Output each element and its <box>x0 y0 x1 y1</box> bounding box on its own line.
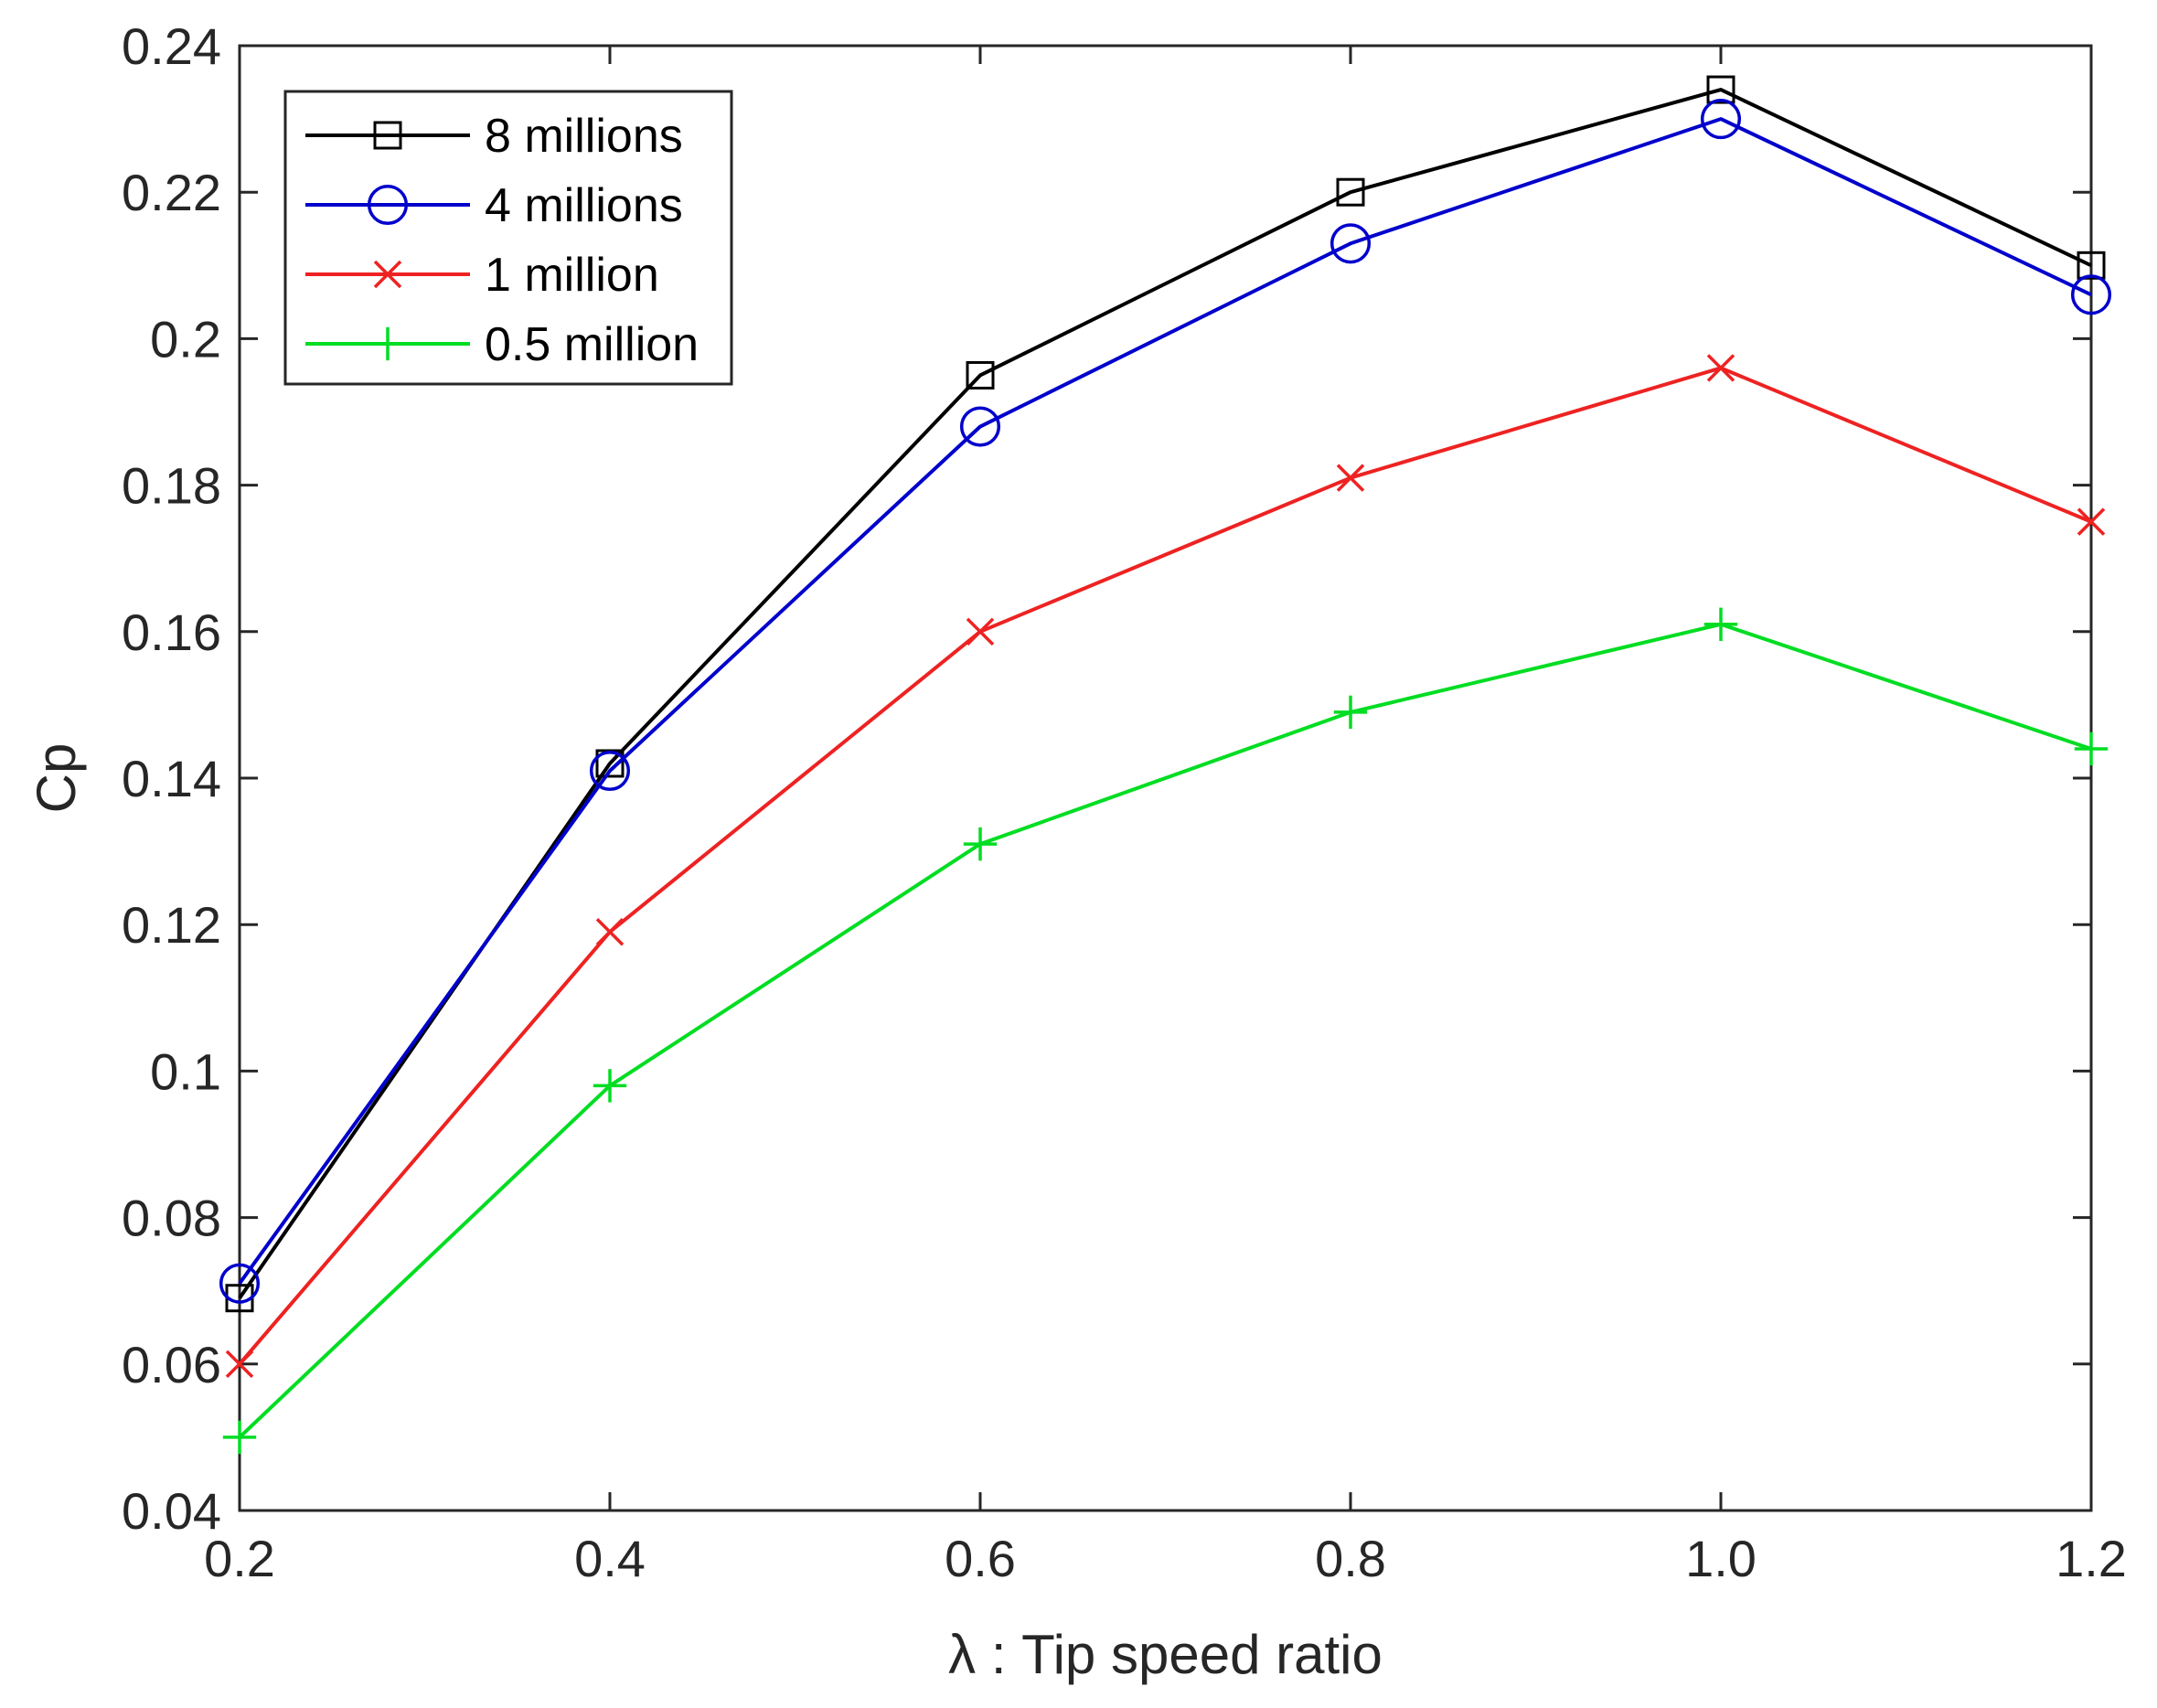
x-axis-label: λ : Tip speed ratio <box>948 1624 1383 1685</box>
series-layer <box>219 75 2112 1455</box>
plus-marker <box>1333 695 1368 730</box>
y-tick-label: 0.16 <box>122 603 221 661</box>
x-marker <box>1706 354 1735 382</box>
square-marker <box>1706 75 1735 104</box>
plus-marker <box>963 827 998 861</box>
x-marker-stroke <box>966 617 995 646</box>
data-point <box>1703 607 1738 641</box>
y-tick-label: 0.14 <box>122 750 221 807</box>
y-axis: 0.04 0.06 0.08 0.1 0.12 0.14 0.16 0.18 0.2 0.22 0.… <box>122 17 2091 1540</box>
x-marker <box>966 617 995 646</box>
legend-item: 8 millions <box>305 110 683 163</box>
plus-marker <box>370 326 405 361</box>
x-marker-stroke <box>1336 464 1365 492</box>
data-point <box>593 1069 627 1103</box>
data-point <box>1706 354 1735 382</box>
x-tick-label: 0.2 <box>204 1530 275 1587</box>
x-tick-label: 0.8 <box>1315 1530 1386 1587</box>
plus-marker <box>1703 607 1738 641</box>
y-tick-label: 0.06 <box>122 1336 221 1393</box>
data-point <box>2074 731 2109 766</box>
circle-marker <box>2070 274 2112 315</box>
legend-item: 0.5 million <box>305 318 699 371</box>
legend: 8 millions 4 millions 1 million 0.5 million <box>283 90 733 386</box>
plus-marker <box>593 1069 627 1103</box>
x-marker <box>225 1350 254 1379</box>
y-tick-label: 0.08 <box>122 1190 221 1247</box>
y-tick-label: 0.22 <box>122 164 221 221</box>
legend-box <box>283 90 733 386</box>
x-marker-stroke <box>225 1350 254 1379</box>
legend-label: 0.5 million <box>485 318 699 371</box>
plus-marker <box>2074 731 2109 766</box>
circle-marker <box>367 184 409 226</box>
data-point <box>1336 177 1365 207</box>
data-point <box>966 360 995 390</box>
data-point <box>966 617 995 646</box>
y-axis-label: Cp <box>26 743 87 814</box>
series-x <box>225 354 2106 1379</box>
series-line <box>238 622 2092 1439</box>
data-point <box>2077 251 2106 280</box>
legend-item: 4 millions <box>305 179 683 232</box>
x-marker-stroke <box>595 917 625 946</box>
y-tick-label: 0.18 <box>122 457 221 515</box>
data-point <box>963 827 998 861</box>
x-tick-label: 1.0 <box>1685 1530 1757 1587</box>
data-point <box>222 1420 257 1455</box>
x-tick-label: 0.4 <box>574 1530 646 1587</box>
data-point <box>219 1263 261 1304</box>
legend-label: 4 millions <box>485 179 683 232</box>
data-point <box>1333 695 1368 730</box>
plus-marker <box>222 1420 257 1455</box>
circle-marker <box>219 1263 261 1304</box>
data-point <box>1329 223 1372 264</box>
series-line <box>238 88 2092 1299</box>
x-marker <box>373 260 402 289</box>
data-point <box>2070 274 2112 315</box>
x-axis: 0.2 0.4 0.6 0.8 1.0 1.2 <box>204 46 2127 1587</box>
series-circle <box>219 99 2112 1304</box>
series-line <box>238 366 2092 1366</box>
x-marker-stroke <box>2077 507 2106 536</box>
x-marker <box>2077 507 2106 536</box>
circle-marker <box>1329 223 1372 264</box>
circle-marker <box>1700 99 1742 140</box>
y-tick-label: 0.04 <box>122 1482 221 1540</box>
data-point <box>225 1350 254 1379</box>
legend-label: 8 millions <box>485 110 683 163</box>
y-tick-label: 0.12 <box>122 896 221 954</box>
x-tick-label: 0.6 <box>945 1530 1016 1587</box>
x-marker <box>1336 464 1365 492</box>
square-marker <box>2077 251 2106 280</box>
square-marker <box>373 121 402 150</box>
y-tick-label: 0.2 <box>150 310 221 368</box>
x-tick-label: 1.2 <box>2056 1530 2127 1587</box>
x-marker-stroke <box>1706 354 1735 382</box>
series-line <box>238 117 2092 1285</box>
legend-item: 1 million <box>305 249 659 302</box>
circle-marker <box>959 406 1001 447</box>
square-marker <box>1336 177 1365 207</box>
circle-marker <box>589 750 631 792</box>
data-point <box>589 750 631 792</box>
y-tick-label: 0.24 <box>122 17 221 75</box>
data-point <box>2077 507 2106 536</box>
x-marker-stroke <box>373 260 402 289</box>
legend-label: 1 million <box>485 249 659 302</box>
data-point <box>595 917 625 946</box>
data-point <box>1336 464 1365 492</box>
data-point <box>1700 99 1742 140</box>
data-point <box>959 406 1001 447</box>
series-plus <box>222 607 2109 1455</box>
x-marker <box>595 917 625 946</box>
square-marker <box>966 360 995 390</box>
data-point <box>1706 75 1735 104</box>
y-tick-label: 0.1 <box>150 1042 221 1100</box>
